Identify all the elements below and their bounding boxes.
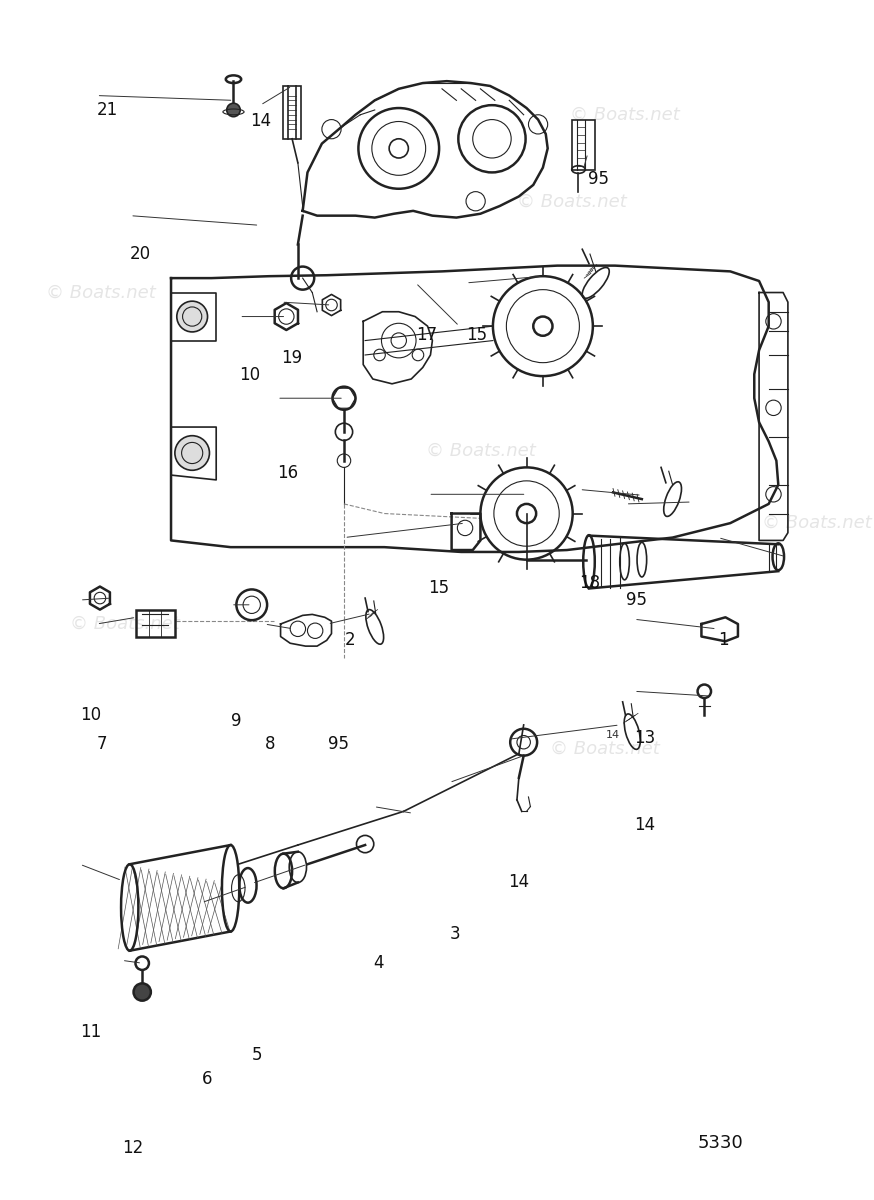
- Text: © Boats.net: © Boats.net: [46, 283, 156, 301]
- Text: 15: 15: [466, 326, 487, 344]
- Text: 6: 6: [202, 1069, 212, 1087]
- Text: 2: 2: [344, 631, 355, 649]
- Bar: [572, 120, 595, 169]
- Text: 4: 4: [374, 954, 385, 972]
- Text: 14: 14: [606, 730, 620, 739]
- Text: 14: 14: [508, 874, 529, 892]
- Text: 12: 12: [121, 1139, 143, 1157]
- Text: 95: 95: [328, 736, 349, 754]
- Text: © Boats.net: © Boats.net: [517, 192, 627, 210]
- Text: © Boats.net: © Boats.net: [70, 616, 180, 634]
- Text: 20: 20: [130, 245, 151, 263]
- Text: 10: 10: [239, 366, 260, 384]
- Text: © Boats.net: © Boats.net: [570, 106, 679, 124]
- Text: 95: 95: [588, 170, 609, 188]
- Text: 13: 13: [634, 730, 656, 748]
- Text: 15: 15: [428, 580, 449, 598]
- Circle shape: [175, 436, 210, 470]
- Text: 19: 19: [281, 349, 302, 367]
- Text: 16: 16: [277, 464, 298, 482]
- Text: 8: 8: [265, 736, 275, 754]
- Text: 5330: 5330: [697, 1134, 744, 1152]
- Bar: [283, 86, 301, 139]
- Text: © Boats.net: © Boats.net: [551, 740, 660, 758]
- Text: 18: 18: [579, 574, 600, 592]
- Bar: [136, 610, 175, 636]
- Circle shape: [177, 301, 207, 332]
- Text: 95: 95: [626, 590, 647, 608]
- Circle shape: [226, 103, 240, 116]
- Circle shape: [134, 983, 151, 1001]
- Text: 5: 5: [252, 1046, 262, 1064]
- Text: © Boats.net: © Boats.net: [426, 442, 535, 460]
- Text: 14: 14: [634, 816, 656, 834]
- Text: 11: 11: [80, 1024, 101, 1042]
- Text: 14: 14: [250, 113, 271, 131]
- Text: 21: 21: [96, 101, 118, 119]
- Text: 10: 10: [80, 707, 101, 725]
- Text: 1: 1: [718, 631, 729, 649]
- Text: 7: 7: [96, 736, 108, 754]
- Text: 3: 3: [449, 925, 460, 943]
- Text: 17: 17: [416, 326, 437, 344]
- Text: 9: 9: [231, 712, 241, 730]
- Text: © Boats.net: © Boats.net: [762, 514, 871, 532]
